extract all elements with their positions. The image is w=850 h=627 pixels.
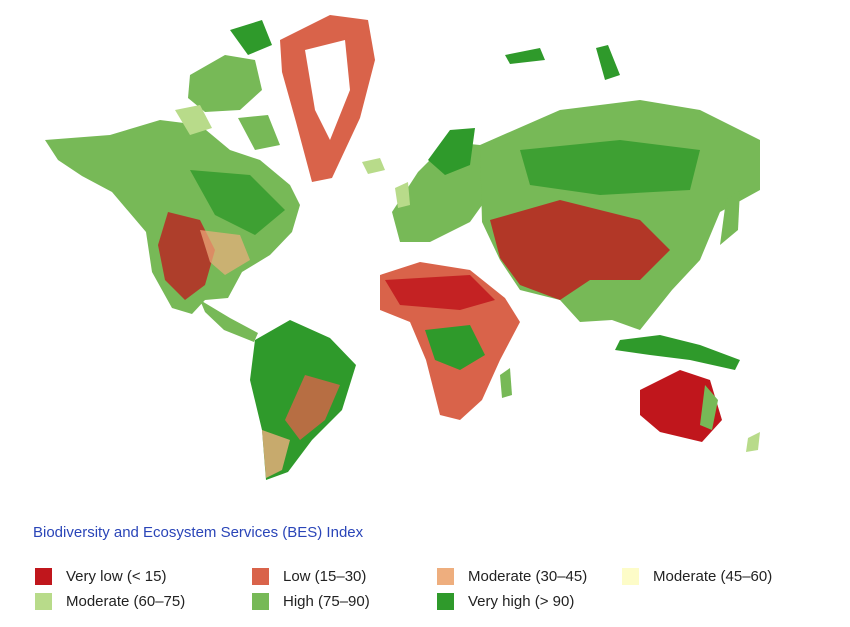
legend-label: Moderate (30–45) bbox=[468, 568, 587, 585]
legend-swatch bbox=[437, 568, 454, 585]
arctic-islands bbox=[188, 55, 262, 112]
world-map bbox=[45, 15, 760, 480]
arctic-islands bbox=[238, 115, 280, 150]
greenland-interior bbox=[305, 40, 350, 140]
siberia bbox=[520, 140, 700, 195]
north-america-boreal bbox=[190, 170, 285, 235]
legend-title: Biodiversity and Ecosystem Services (BES… bbox=[33, 524, 364, 541]
new-zealand bbox=[746, 432, 760, 452]
australia-east bbox=[700, 385, 718, 430]
arctic-islands-asia bbox=[596, 45, 620, 80]
legend-swatch bbox=[622, 568, 639, 585]
legend-label: Very high (> 90) bbox=[468, 593, 574, 610]
legend-label: Moderate (45–60) bbox=[653, 568, 772, 585]
legend-label: High (75–90) bbox=[283, 593, 370, 610]
legend-label: Low (15–30) bbox=[283, 568, 366, 585]
arctic-islands-asia bbox=[505, 48, 545, 64]
central-america bbox=[200, 300, 258, 342]
south-america-dry bbox=[285, 375, 340, 440]
europe bbox=[392, 142, 500, 242]
japan bbox=[720, 190, 740, 245]
legend-swatch bbox=[437, 593, 454, 610]
legend-label: Very low (< 15) bbox=[66, 568, 166, 585]
north-america-dry bbox=[158, 212, 215, 300]
iceland bbox=[362, 158, 385, 174]
legend-label: Moderate (60–75) bbox=[66, 593, 185, 610]
legend-swatch bbox=[252, 568, 269, 585]
uk bbox=[395, 182, 410, 208]
south-america-south bbox=[262, 430, 290, 478]
madagascar bbox=[500, 368, 512, 398]
asia-arid bbox=[490, 200, 670, 300]
southeast-asia-islands bbox=[615, 335, 740, 370]
arctic-islands bbox=[175, 105, 212, 135]
scandinavia bbox=[428, 128, 475, 175]
north-america-moderate bbox=[200, 230, 250, 275]
legend-swatch bbox=[35, 593, 52, 610]
legend-swatch bbox=[35, 568, 52, 585]
legend: Very low (< 15) Low (15–30) Moderate (30–4… bbox=[35, 568, 772, 610]
legend-swatch bbox=[252, 593, 269, 610]
arctic-islands bbox=[230, 20, 272, 55]
central-africa bbox=[425, 325, 485, 370]
sahara bbox=[385, 275, 495, 310]
